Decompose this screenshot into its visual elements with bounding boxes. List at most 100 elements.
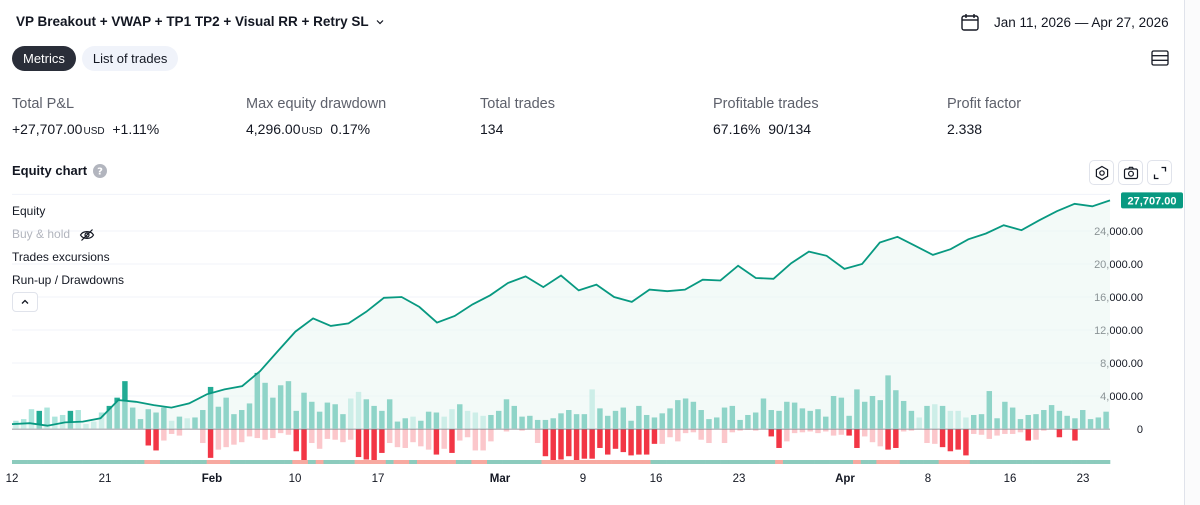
fullscreen-button[interactable] — [1147, 160, 1172, 185]
trade-strip-segment — [121, 460, 130, 464]
drawdown-bar — [675, 429, 681, 442]
trade-strip-segment — [907, 460, 916, 464]
trade-strip-segment — [253, 460, 262, 464]
strategy-title: VP Breakout + VWAP + TP1 TP2 + Visual RR… — [16, 14, 369, 29]
drawdown-bar — [550, 429, 556, 461]
trade-strip-segment — [845, 460, 854, 464]
trade-strip-segment — [821, 460, 830, 464]
trade-strip-segment — [455, 460, 464, 464]
settings-button[interactable] — [1089, 160, 1114, 185]
trade-strip-segment — [471, 460, 480, 464]
trade-strip-segment — [510, 460, 519, 464]
drawdown-bar — [721, 429, 728, 444]
trade-strip-segment — [681, 460, 690, 464]
trade-strip-segment — [1016, 460, 1025, 464]
trade-strip-segment — [627, 460, 636, 464]
drawdown-bar — [737, 429, 743, 431]
trade-strip-segment — [152, 460, 161, 464]
drawdown-bar — [908, 429, 915, 431]
drawdown-bar — [604, 429, 611, 455]
drawdown-bar — [519, 429, 525, 431]
run-up-bar — [44, 407, 50, 429]
drawdown-bar — [690, 429, 697, 433]
drawdown-bar — [215, 429, 222, 450]
chevron-up-icon — [21, 299, 29, 304]
currency-unit: USD — [83, 126, 105, 137]
y-tick-label: 4,000.00 — [1100, 391, 1143, 403]
drawdown-bar — [1041, 429, 1047, 431]
trade-strip-segment — [891, 460, 901, 464]
legend-buy-hold[interactable]: Buy & hold — [12, 223, 124, 246]
strategy-selector[interactable]: VP Breakout + VWAP + TP1 TP2 + Visual RR… — [16, 14, 384, 29]
x-tick-label: 23 — [733, 473, 746, 485]
trade-strip-segment — [814, 460, 823, 464]
metric-value: 4,296.00USD 0.17% — [246, 121, 386, 137]
drawdown-bar — [667, 429, 673, 438]
x-tick-label: 9 — [580, 473, 586, 485]
trade-strip-segment — [930, 460, 939, 464]
x-tick-label: 17 — [372, 473, 385, 485]
drawdown-bar — [994, 429, 1000, 436]
tab-metrics[interactable]: Metrics — [12, 46, 76, 71]
drawdown-bar — [480, 429, 486, 451]
trade-strip-segment — [938, 460, 947, 464]
trade-strip-segment — [378, 460, 387, 464]
drawdown-bar — [651, 429, 658, 444]
trade-strip-segment — [673, 460, 683, 464]
trade-strip-segment — [806, 460, 815, 464]
drawdown-bar — [698, 429, 704, 440]
metric-value: 134 — [480, 121, 504, 137]
trade-strip-segment — [650, 460, 659, 464]
drawdown-bar — [628, 429, 634, 456]
drawdown-bar — [955, 429, 961, 450]
menu-icon[interactable] — [1150, 48, 1170, 68]
snapshot-button[interactable] — [1118, 160, 1143, 185]
chart-toolbar — [1089, 160, 1172, 185]
drawdown-bar — [285, 429, 292, 435]
trade-strip-segment — [409, 460, 418, 464]
trade-strip-segment — [214, 460, 223, 464]
trade-strip-segment — [736, 460, 745, 464]
help-icon[interactable]: ? — [93, 163, 108, 178]
trade-strip-segment — [331, 460, 340, 464]
trade-strip-segment — [720, 460, 729, 464]
trade-strip-segment — [339, 460, 348, 464]
trade-strip-segment — [1055, 460, 1064, 464]
drawdown-bar — [161, 429, 167, 441]
drawdown-bar — [379, 429, 385, 453]
drawdown-bar — [823, 429, 829, 432]
drawdown-bar — [846, 429, 852, 436]
legend-equity[interactable]: Equity — [12, 200, 124, 223]
drawdown-bar — [558, 429, 564, 460]
legend-equity-label: Equity — [12, 204, 46, 218]
legend-runup-drawdowns[interactable]: Run-up / Drawdowns — [12, 269, 124, 292]
drawdown-bar — [363, 429, 370, 460]
trade-strip-segment — [222, 460, 231, 464]
collapse-legend-button[interactable] — [12, 292, 38, 312]
drawdown-bar — [589, 429, 595, 459]
drawdown-bar — [262, 429, 268, 440]
date-range-picker[interactable]: Jan 11, 2026 — Apr 27, 2026 — [960, 12, 1169, 32]
drawdown-bar — [394, 429, 401, 448]
metric-total-pnl: Total P&L +27,707.00USD +1.11% — [12, 96, 159, 137]
trade-strip-segment — [954, 460, 963, 464]
legend-trades-excursions[interactable]: Trades excursions — [12, 246, 124, 269]
drawdown-bar — [893, 429, 899, 448]
trade-strip-segment — [346, 460, 355, 464]
drawdown-bar — [402, 429, 408, 448]
drawdown-bar — [1009, 429, 1016, 434]
x-tick-label: 16 — [650, 473, 663, 485]
trade-strip-segment — [993, 460, 1002, 464]
eye-slash-icon[interactable] — [79, 228, 95, 242]
drawdown-bar — [815, 429, 821, 434]
right-scrollbar[interactable] — [1184, 0, 1200, 505]
trade-strip-segment — [175, 460, 184, 464]
trade-strip-segment — [440, 460, 449, 464]
trade-strip-segment — [354, 460, 363, 464]
drawdown-bar — [386, 429, 393, 444]
trade-strip-segment — [292, 460, 301, 464]
expand-icon — [1153, 166, 1166, 179]
drawdown-bar — [636, 429, 642, 455]
gear-icon — [1095, 165, 1108, 180]
tab-list-of-trades[interactable]: List of trades — [81, 46, 179, 71]
